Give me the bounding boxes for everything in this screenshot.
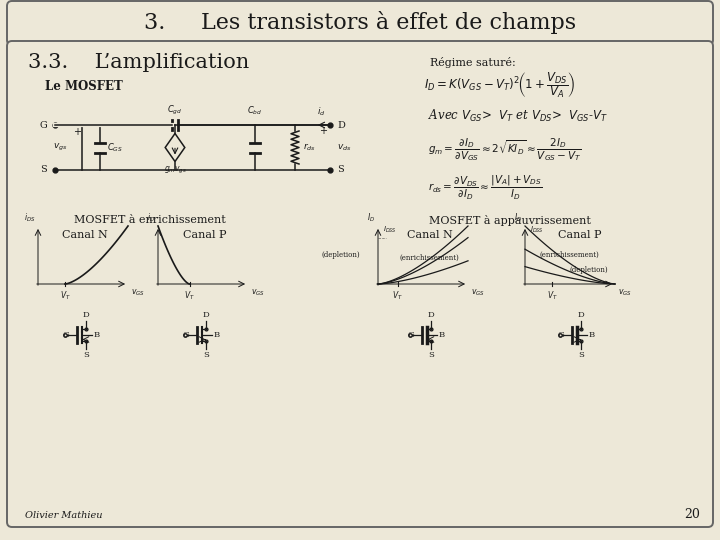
Text: $v_{GS}$: $v_{GS}$ [618, 288, 632, 299]
Text: $I_{DSS}$: $I_{DSS}$ [383, 225, 397, 235]
Text: B: B [438, 331, 444, 339]
Text: S: S [578, 351, 585, 359]
Text: +: + [73, 127, 81, 137]
Text: Régime saturé:: Régime saturé: [430, 57, 516, 68]
Text: 3.3.    L’amplification: 3.3. L’amplification [28, 52, 249, 71]
Text: $I_D$: $I_D$ [367, 212, 375, 224]
Text: $v_{gs}$: $v_{gs}$ [53, 142, 68, 153]
Text: $v_{ds}$: $v_{ds}$ [337, 142, 351, 153]
Text: G: G [40, 120, 47, 130]
Text: S: S [84, 351, 89, 359]
Text: MOSFET à enrichissement: MOSFET à enrichissement [74, 215, 226, 225]
Text: $V_T$: $V_T$ [546, 289, 557, 301]
Text: $r_{ds}$: $r_{ds}$ [303, 141, 316, 153]
Text: D: D [578, 311, 585, 319]
Text: $g_m v_{gs}$: $g_m v_{gs}$ [163, 165, 186, 176]
Text: $V_T$: $V_T$ [392, 289, 403, 301]
Text: $r_{ds} = \dfrac{\partial V_{DS}}{\partial I_D} \approx \dfrac{|V_A|+V_{DS}}{I_D: $r_{ds} = \dfrac{\partial V_{DS}}{\parti… [428, 174, 542, 202]
Text: $C_{bd}$: $C_{bd}$ [248, 105, 263, 117]
Text: D: D [428, 311, 435, 319]
Text: Olivier Mathieu: Olivier Mathieu [25, 510, 102, 519]
Text: S: S [428, 351, 434, 359]
Text: (enrichissement): (enrichissement) [540, 251, 600, 259]
Text: G: G [183, 331, 189, 339]
Text: G: G [408, 331, 414, 339]
Text: MOSFET à appauvrissement: MOSFET à appauvrissement [429, 214, 591, 226]
Text: $I_{DSS}$: $I_{DSS}$ [530, 225, 544, 235]
Text: Avec $V_{GS}$>  $V_T$ et $V_{DS}$>  $V_{GS}$-$V_T$: Avec $V_{GS}$> $V_T$ et $V_{DS}$> $V_{GS… [428, 108, 608, 124]
FancyBboxPatch shape [7, 41, 713, 527]
Text: Canal N: Canal N [62, 230, 108, 240]
Text: Le MOSFET: Le MOSFET [45, 80, 122, 93]
Text: S: S [40, 165, 47, 174]
Text: $V_T$: $V_T$ [184, 289, 195, 301]
Text: (enrichissement): (enrichissement) [400, 254, 460, 262]
Text: $v_{GS}$: $v_{GS}$ [471, 288, 485, 299]
Text: B: B [213, 331, 220, 339]
Text: (depletion): (depletion) [570, 266, 608, 273]
Text: S: S [337, 165, 343, 174]
Text: $i_{DS}$: $i_{DS}$ [24, 212, 35, 224]
Text: Canal N: Canal N [407, 230, 453, 240]
Text: (depletion): (depletion) [321, 251, 360, 259]
Text: $C_{GS}$: $C_{GS}$ [107, 141, 123, 154]
Text: Canal P: Canal P [558, 230, 602, 240]
Text: +: + [319, 126, 327, 136]
Text: $I_D$: $I_D$ [514, 212, 522, 224]
Text: 3.     Les transistors à effet de champs: 3. Les transistors à effet de champs [144, 11, 576, 35]
Text: $I_D = K(V_{GS} - V_T)^2\!\left(1 + \dfrac{V_{DS}}{V_A}\right)$: $I_D = K(V_{GS} - V_T)^2\!\left(1 + \dfr… [424, 70, 576, 100]
Text: G: G [557, 331, 564, 339]
Text: G: G [63, 331, 69, 339]
Text: D: D [337, 120, 345, 130]
Text: $g_m = \dfrac{\partial I_D}{\partial V_{GS}} \approx 2\sqrt{KI_D} \approx \dfrac: $g_m = \dfrac{\partial I_D}{\partial V_{… [428, 137, 581, 164]
Text: B: B [94, 331, 99, 339]
Text: S: S [204, 351, 210, 359]
FancyBboxPatch shape [7, 1, 713, 45]
Text: D: D [83, 311, 90, 319]
Text: Canal P: Canal P [184, 230, 227, 240]
Text: D: D [203, 311, 210, 319]
Text: $C_{gd}$: $C_{gd}$ [167, 104, 183, 117]
Text: $V_T$: $V_T$ [60, 289, 71, 301]
Text: $i_D$: $i_D$ [147, 212, 155, 224]
Text: $v_{GS}$: $v_{GS}$ [251, 288, 265, 299]
Text: $i_d$: $i_d$ [317, 105, 325, 118]
Text: 20: 20 [684, 509, 700, 522]
Text: B: B [588, 331, 595, 339]
Text: $v_{GS}$: $v_{GS}$ [131, 288, 145, 299]
